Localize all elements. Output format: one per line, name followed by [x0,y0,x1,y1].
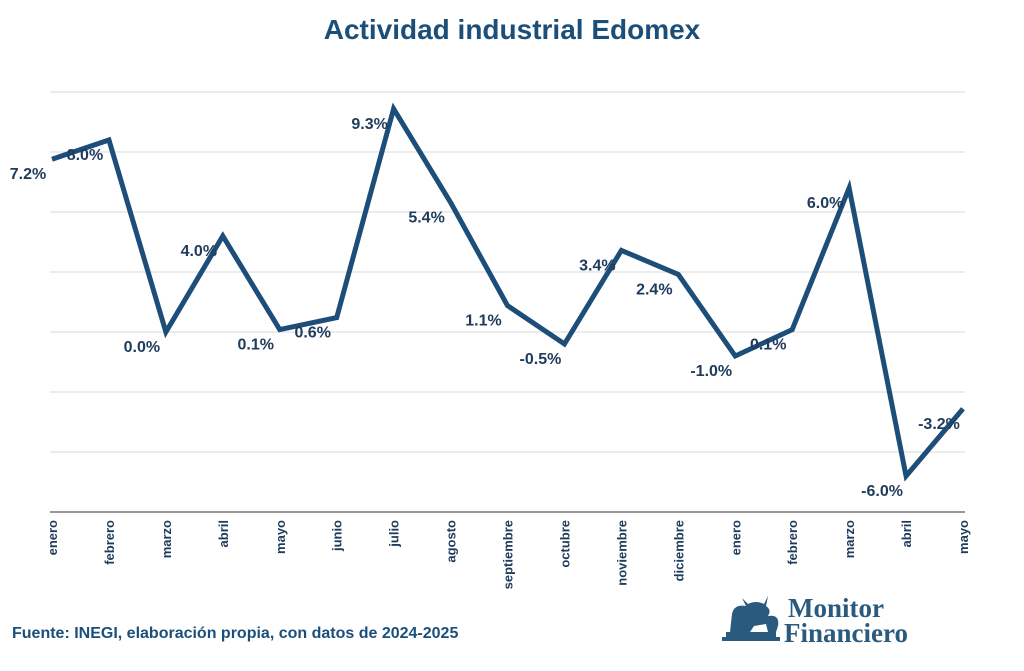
x-tick-label: noviembre [614,520,629,586]
bull-icon: Monitor Financiero [722,593,908,648]
data-label: 4.0% [181,243,217,260]
x-tick-label: septiembre [501,520,516,589]
x-tick-label: marzo [842,520,857,558]
x-tick-label: enero [45,520,60,555]
chart-title: Actividad industrial Edomex [323,14,701,45]
data-label: 6.0% [807,195,843,212]
x-tick-label: marzo [159,520,174,558]
x-tick-label: julio [387,520,402,548]
data-label: 7.2% [10,166,46,183]
x-tick-label: diciembre [671,520,686,581]
x-axis-labels: enero febrero marzo abril mayo junio julio agos… [45,520,971,589]
data-label: 0.6% [294,325,330,342]
gridlines [50,91,965,513]
x-tick-label: octubre [557,520,572,568]
data-label: -6.0% [861,483,903,500]
x-tick-label: enero [728,520,743,555]
logo-text-line1: Monitor [788,593,884,623]
x-tick-label: mayo [273,520,288,554]
x-tick-label: febrero [785,520,800,565]
data-label: -1.0% [690,363,732,380]
x-tick-label: agosto [444,520,459,563]
source-footer: Fuente: INEGI, elaboración propia, con d… [12,625,459,642]
data-label: 5.4% [408,209,444,226]
data-label: 0.1% [750,337,786,354]
x-tick-label: junio [330,520,345,552]
monitor-financiero-logo: Monitor Financiero [720,592,980,648]
data-label: 2.4% [636,281,672,298]
data-label: -3.2% [918,416,960,433]
data-label: 9.3% [351,116,387,133]
x-tick-label: febrero [102,520,117,565]
x-tick-label: mayo [956,520,971,554]
data-label: 3.4% [579,257,615,274]
data-label: 8.0% [67,147,103,164]
data-labels: 7.2% 8.0% 0.0% 4.0% 0.1% 0.6% 9.3% 5.4% 1.1% -0.5… [10,116,960,500]
data-label: 1.1% [465,313,501,330]
data-label: -0.5% [520,351,562,368]
data-label: 0.1% [238,337,274,354]
logo-text-line2: Financiero [784,618,908,647]
series-line [51,102,965,482]
x-tick-label: abril [216,520,231,547]
data-label: 0.0% [124,339,160,356]
x-tick-label: abril [899,520,914,547]
line-chart: enero febrero marzo abril mayo junio julio agos… [10,91,971,589]
